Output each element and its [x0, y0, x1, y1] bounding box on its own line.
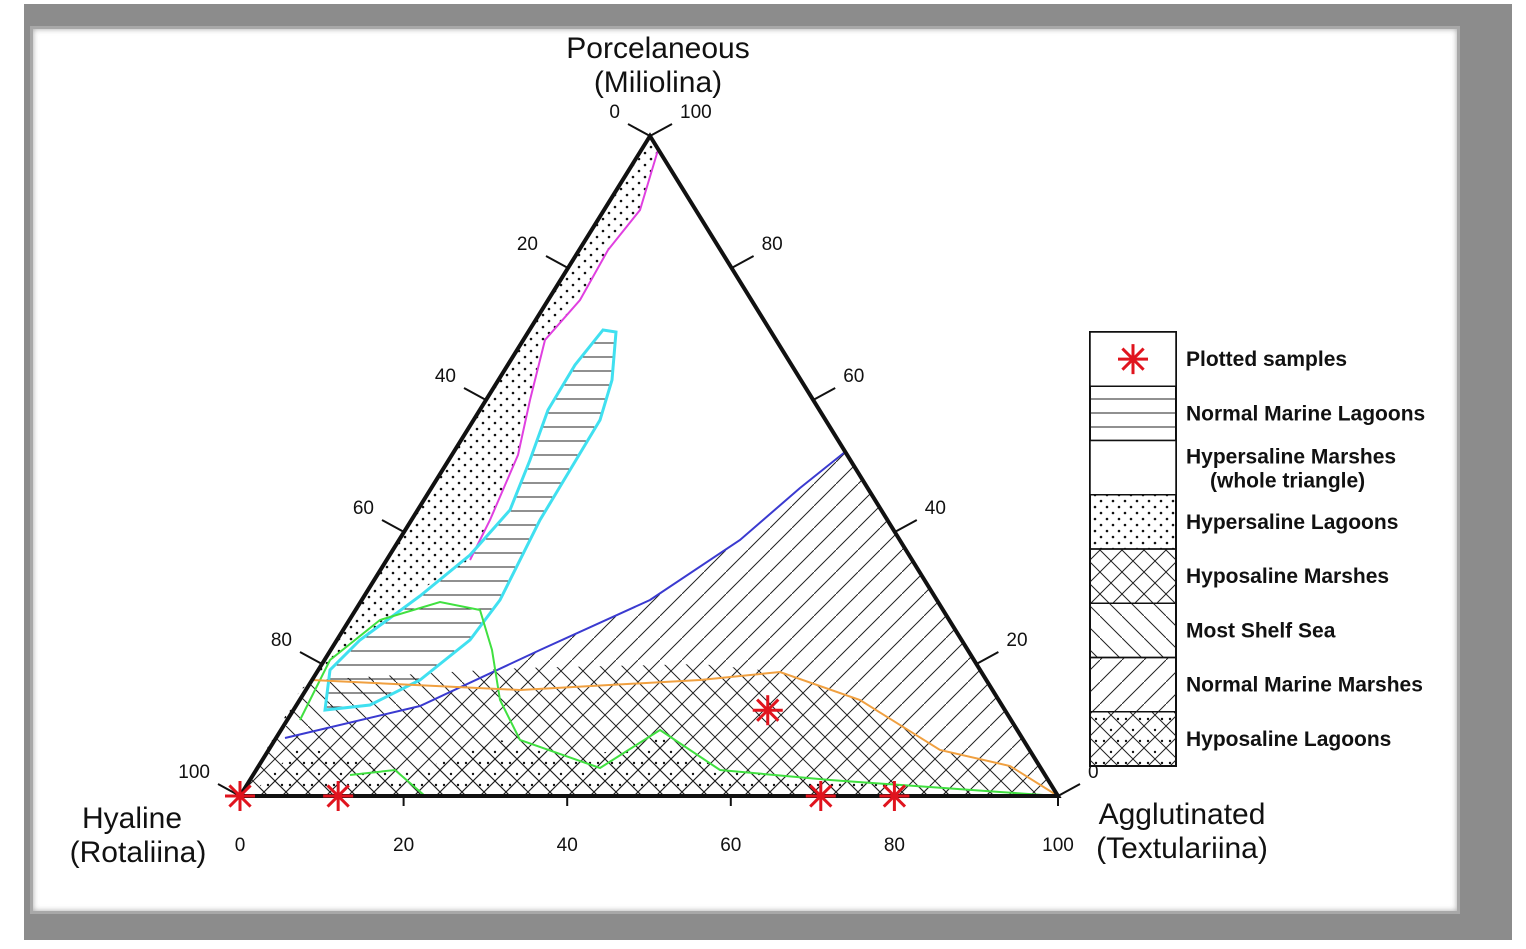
bottom-tick-label: 80 [884, 835, 905, 856]
region-normal-marine-marshes [240, 452, 1058, 796]
cyan-boundary [323, 328, 618, 712]
left-tick-label: 0 [609, 102, 620, 123]
bottom-tick-label: 20 [393, 835, 414, 856]
left-tick [299, 651, 323, 665]
legend-swatch-horizontal [1089, 385, 1177, 442]
green-boundary [299, 600, 1059, 797]
legend-label: Hypersaline Marshes [1186, 446, 1396, 469]
bottom-tick-label: 100 [1042, 835, 1074, 856]
right-tick-label: 40 [925, 498, 946, 519]
right-tick-label: 20 [1006, 630, 1027, 651]
legend-label-secondary: (whole triangle) [1210, 470, 1365, 493]
top-vertex-name: Porcelaneous [566, 32, 749, 65]
legend-swatch-diagonal [1089, 656, 1177, 713]
bottom-tick-label: 60 [720, 835, 741, 856]
legend-label: Hyposaline Lagoons [1186, 728, 1391, 751]
left-tick-label: 40 [435, 366, 456, 387]
left-tick-label: 20 [517, 234, 538, 255]
left-tick-label: 80 [271, 630, 292, 651]
legend-label: Plotted samples [1186, 348, 1347, 371]
left-tick [463, 387, 487, 401]
region-hyposaline-lagoons [250, 735, 1058, 796]
sample-marker [805, 781, 836, 811]
legend-swatch-cross-dots [1089, 711, 1177, 767]
right-tick [975, 651, 999, 665]
field-boundaries [284, 149, 1059, 797]
region-hypersaline-lagoons [240, 140, 658, 796]
plotted-samples [225, 695, 910, 811]
right-vertex-subname: (Textulariina) [1096, 832, 1268, 865]
left-tick-label: 60 [353, 498, 374, 519]
legend-swatch-cross-hatch [1089, 548, 1177, 604]
bottom-tick-label: 0 [235, 835, 246, 856]
triangle-outline [236, 132, 1062, 798]
legend-swatch-back-diagonal [1089, 602, 1177, 659]
right-tick-label: 80 [762, 234, 783, 255]
legend-label: Hypersaline Lagoons [1186, 511, 1398, 534]
bottom-tick-label: 40 [557, 835, 578, 856]
right-vertex-name: Agglutinated [1099, 798, 1266, 831]
sample-marker [752, 695, 783, 726]
ternary-triangle [236, 132, 1062, 798]
legend-swatch-dots [1089, 494, 1177, 550]
top-vertex-subname: (Miliolina) [594, 66, 722, 99]
left-tick [381, 519, 405, 533]
legend-label: Most Shelf Sea [1186, 619, 1336, 642]
sample-marker [225, 781, 255, 811]
right-tick-label: 100 [680, 102, 712, 123]
magenta-boundary [469, 149, 659, 561]
right-tick-label: 60 [843, 366, 864, 387]
legend-label: Normal Marine Lagoons [1186, 402, 1425, 425]
field-regions [240, 140, 1058, 796]
sample-marker [879, 781, 910, 811]
tick-labels: 0 20 40 60 80 100 0 20 40 60 80 100 100 80 60 40 20 0 [178, 102, 1098, 856]
left-tick [545, 255, 569, 269]
left-tick [627, 123, 651, 137]
left-vertex-subname: (Rotaliina) [70, 836, 207, 869]
orange-boundary [311, 670, 1059, 797]
right-tick [731, 255, 755, 269]
legend-swatch-blank [1089, 439, 1177, 496]
legend-labels: Plotted samples Normal Marine Lagoons Hype… [1186, 348, 1425, 751]
right-tick [812, 387, 836, 401]
right-tick [894, 519, 918, 533]
legend-swatches [1089, 331, 1177, 767]
sample-marker [323, 781, 354, 811]
legend: Plotted samples Normal Marine Lagoons Hype… [1089, 331, 1425, 767]
legend-label: Hyposaline Marshes [1186, 565, 1389, 588]
right-tick [1057, 783, 1081, 797]
legend-label: Normal Marine Marshes [1186, 674, 1423, 697]
legend-star-icon [1118, 344, 1148, 375]
left-vertex-name: Hyaline [82, 802, 182, 835]
right-tick-label: 0 [1088, 762, 1099, 783]
green-boundary-small [349, 768, 426, 797]
left-tick-label: 100 [178, 762, 210, 783]
blue-boundary [284, 451, 846, 739]
right-tick [649, 123, 673, 137]
